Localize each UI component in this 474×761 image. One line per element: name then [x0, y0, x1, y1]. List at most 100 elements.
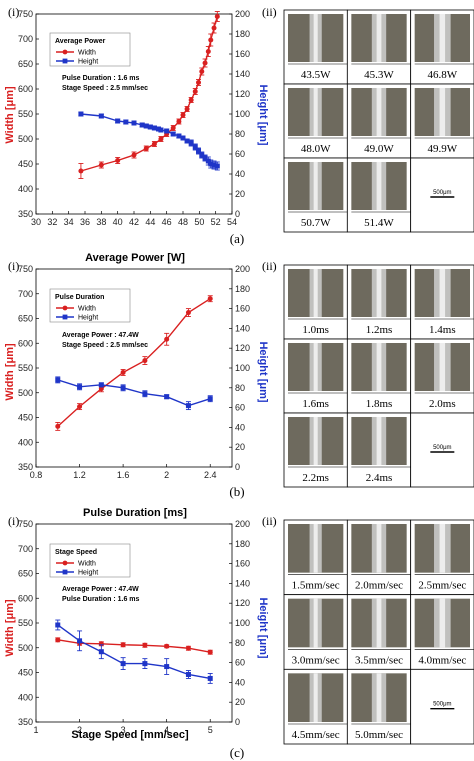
image-label: 2.0ms — [429, 398, 456, 410]
image-label: 2.0mm/sec — [355, 580, 403, 592]
height-point — [185, 671, 191, 677]
x-tick-label: 50 — [194, 217, 204, 227]
width-point — [180, 112, 186, 118]
height-series-line — [57, 624, 211, 680]
height-point — [164, 664, 170, 670]
height-point — [196, 148, 202, 154]
y2-tick-label: 80 — [235, 129, 245, 139]
width-point — [142, 642, 148, 648]
y-tick-label: 450 — [18, 413, 33, 423]
figure-panel-b: (i) (ii) Average Power [W] Width [μm] He… — [0, 247, 474, 500]
legend-height-label: Height — [78, 59, 98, 66]
height-series-line — [57, 379, 211, 407]
x-tick-label: 2.4 — [204, 470, 217, 480]
y2-tick-label: 60 — [235, 149, 245, 159]
panel-b-top-xlabel: Average Power [W] — [85, 252, 185, 264]
figure-panel-a: (i) (ii) Width [μm] Height [μm] Average … — [0, 0, 474, 247]
weld-bead-highlight — [376, 269, 382, 317]
weld-bead-highlight — [439, 14, 446, 62]
image-label: 1.0ms — [302, 324, 329, 336]
width-point — [185, 645, 191, 651]
height-point — [139, 122, 145, 128]
legend-height-label: Height — [78, 315, 98, 322]
panel-a-legend: Average Power Width Height — [49, 32, 131, 67]
panel-a-note-1: Pulse Duration : 1.6 ms — [62, 75, 140, 82]
height-series-line — [80, 113, 218, 167]
y2-tick-label: 60 — [235, 403, 245, 413]
y2-tick-label: 100 — [235, 363, 250, 373]
y-tick-label: 750 — [18, 264, 33, 274]
y2-tick-label: 160 — [235, 304, 250, 314]
image-label: 1.2ms — [366, 324, 393, 336]
height-point — [142, 661, 148, 667]
width-point — [188, 97, 194, 103]
panel-c-legend: Stage Speed Width Height — [49, 543, 131, 578]
height-point — [192, 144, 198, 150]
height-point — [98, 649, 104, 655]
x-tick-label: 32 — [47, 217, 57, 227]
legend-title: Average Power — [55, 38, 106, 45]
height-point — [207, 675, 213, 681]
height-point — [131, 120, 137, 126]
legend-height-marker — [62, 569, 68, 575]
width-point — [77, 404, 83, 410]
x-tick-label: 46 — [162, 217, 172, 227]
height-point — [147, 124, 153, 130]
y-tick-label: 650 — [18, 59, 33, 69]
x-tick-label: 4 — [164, 725, 169, 735]
image-label: 49.9W — [428, 143, 458, 155]
image-label: 1.8ms — [366, 398, 393, 410]
y2-tick-label: 0 — [235, 717, 240, 727]
y-tick-label: 450 — [18, 159, 33, 169]
height-point — [77, 384, 83, 390]
y2-tick-label: 60 — [235, 658, 245, 668]
image-label: 50.7W — [301, 217, 331, 229]
y-tick-label: 650 — [18, 569, 33, 579]
panel-a-plot: 30 32 34 36 38 40 42 44 46 48 50 52 5435040045050055… — [18, 9, 250, 227]
height-point — [214, 163, 220, 169]
y2-tick-label: 200 — [235, 264, 250, 274]
y2-tick-label: 140 — [235, 323, 250, 333]
width-point — [98, 386, 104, 392]
y2-tick-label: 0 — [235, 209, 240, 219]
width-point — [208, 37, 214, 43]
height-point — [164, 128, 170, 134]
y2-tick-label: 200 — [235, 519, 250, 529]
image-label: 3.5mm/sec — [355, 654, 403, 666]
image-label: 1.6ms — [302, 398, 329, 410]
width-point — [120, 642, 126, 648]
y-tick-label: 600 — [18, 84, 33, 94]
weld-bead-highlight — [376, 14, 382, 62]
panel-c-caption: (c) — [230, 745, 244, 760]
width-point — [192, 89, 198, 94]
panel-a-note-2: Stage Speed : 2.5 mm/sec — [62, 85, 148, 92]
width-point — [142, 358, 148, 364]
y-tick-label: 550 — [18, 109, 33, 119]
width-point — [211, 25, 217, 31]
y2-tick-label: 180 — [235, 284, 250, 294]
height-point — [55, 377, 61, 383]
y2-tick-label: 80 — [235, 383, 245, 393]
height-point — [205, 158, 211, 164]
panel-b-svg: (i) (ii) Average Power [W] Width [μm] He… — [4, 252, 474, 499]
legend-width-marker — [62, 560, 68, 566]
panel-c-note-2: Pulse Duration : 1.6 ms — [62, 596, 140, 603]
x-tick-label: 48 — [178, 217, 188, 227]
image-label: 45.3W — [364, 69, 394, 81]
width-point — [176, 119, 182, 124]
x-tick-label: 38 — [96, 217, 106, 227]
height-point — [164, 394, 170, 400]
width-point — [207, 649, 213, 655]
weld-bead-highlight — [439, 343, 446, 391]
x-tick-label: 2 — [77, 725, 82, 735]
legend-width-label: Width — [78, 561, 96, 568]
panel-b-note-1: Average Power : 47.4W — [62, 332, 139, 339]
width-point — [202, 60, 208, 66]
scale-bar-label: 500μm — [433, 702, 451, 708]
height-point — [142, 391, 148, 397]
height-point — [199, 152, 205, 158]
panel-c-svg: (i) (ii) Pulse Duration [ms] Width [μm] … — [4, 507, 474, 760]
image-label: 49.0W — [364, 143, 394, 155]
image-label: 43.5W — [301, 69, 331, 81]
weld-bead-highlight — [439, 524, 446, 573]
